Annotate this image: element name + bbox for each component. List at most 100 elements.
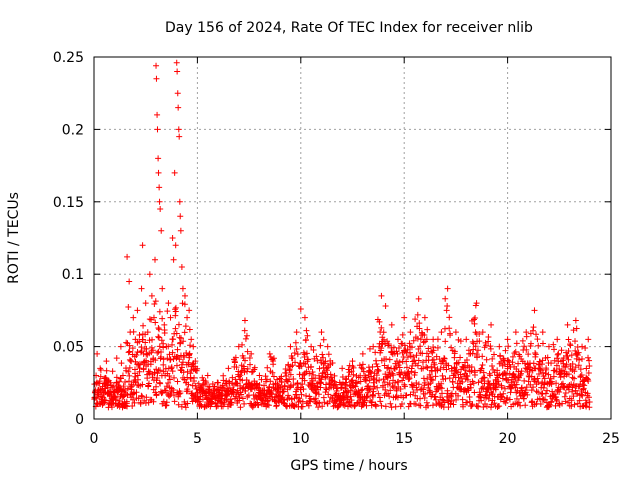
data-point — [524, 391, 531, 398]
data-point — [431, 364, 438, 371]
data-point — [496, 403, 503, 410]
data-point — [505, 343, 512, 350]
data-point — [203, 379, 210, 386]
data-point — [310, 371, 317, 378]
data-point — [377, 398, 384, 405]
data-point — [382, 386, 389, 393]
data-point — [305, 356, 312, 363]
data-point — [155, 324, 162, 331]
data-point — [172, 325, 179, 332]
data-point — [516, 353, 523, 360]
data-point — [510, 378, 517, 385]
data-point — [474, 347, 481, 354]
data-point — [554, 336, 561, 343]
data-point — [556, 388, 563, 395]
data-point — [231, 358, 238, 365]
data-point — [447, 393, 454, 400]
data-point — [415, 295, 422, 302]
data-point — [496, 343, 503, 350]
data-point — [172, 304, 179, 311]
data-point — [573, 390, 580, 397]
data-point — [124, 253, 131, 260]
data-point — [166, 351, 173, 358]
data-point — [539, 340, 546, 347]
data-point — [135, 395, 142, 402]
data-point — [550, 373, 557, 380]
data-point — [423, 350, 430, 357]
data-point — [438, 380, 445, 387]
data-point — [577, 366, 584, 373]
data-point — [417, 402, 424, 409]
data-point — [457, 371, 464, 378]
data-point — [125, 303, 132, 310]
data-point — [488, 401, 495, 408]
data-point — [246, 354, 253, 361]
data-point — [366, 377, 373, 384]
data-point — [244, 348, 251, 355]
data-point — [453, 396, 460, 403]
data-point — [248, 386, 255, 393]
data-point — [154, 126, 161, 133]
data-point — [150, 398, 157, 405]
data-point — [422, 390, 429, 397]
data-point — [552, 402, 559, 409]
data-point — [403, 392, 410, 399]
data-point — [189, 398, 196, 405]
data-point — [171, 398, 178, 405]
data-point — [540, 384, 547, 391]
data-point — [385, 364, 392, 371]
data-point — [147, 361, 154, 368]
data-point — [138, 392, 145, 399]
data-point — [432, 373, 439, 380]
data-point — [342, 385, 349, 392]
data-point — [111, 390, 118, 397]
data-point — [242, 357, 249, 364]
data-point — [378, 324, 385, 331]
data-point — [505, 357, 512, 364]
data-point — [187, 375, 194, 382]
data-point — [512, 348, 519, 355]
data-point — [553, 396, 560, 403]
data-point — [423, 364, 430, 371]
data-point — [177, 227, 184, 234]
data-point — [313, 390, 320, 397]
data-point — [505, 377, 512, 384]
data-point — [176, 198, 183, 205]
data-point — [369, 393, 376, 400]
data-point — [113, 355, 120, 362]
data-point — [442, 375, 449, 382]
data-point — [268, 387, 275, 394]
data-point — [565, 348, 572, 355]
data-point — [420, 375, 427, 382]
data-point — [174, 68, 181, 75]
data-point — [515, 399, 522, 406]
data-point — [172, 242, 179, 249]
data-point — [258, 376, 265, 383]
data-point — [177, 339, 184, 346]
data-point — [299, 398, 306, 405]
data-point — [481, 374, 488, 381]
data-point — [565, 371, 572, 378]
data-point — [236, 397, 243, 404]
data-point — [544, 354, 551, 361]
data-point — [262, 373, 269, 380]
data-point — [383, 355, 390, 362]
data-point — [169, 349, 176, 356]
data-point — [312, 395, 319, 402]
data-point — [118, 360, 125, 367]
data-point — [125, 368, 132, 375]
y-tick-label: 0.15 — [53, 195, 84, 211]
data-point — [300, 386, 307, 393]
data-point — [395, 378, 402, 385]
data-point — [537, 401, 544, 408]
data-point — [283, 372, 290, 379]
data-point — [155, 333, 162, 340]
data-point — [452, 329, 459, 336]
data-point — [467, 381, 474, 388]
data-point — [122, 379, 129, 386]
data-point — [261, 382, 268, 389]
data-point — [113, 374, 120, 381]
data-point — [470, 380, 477, 387]
data-point — [154, 349, 161, 356]
data-point — [293, 329, 300, 336]
